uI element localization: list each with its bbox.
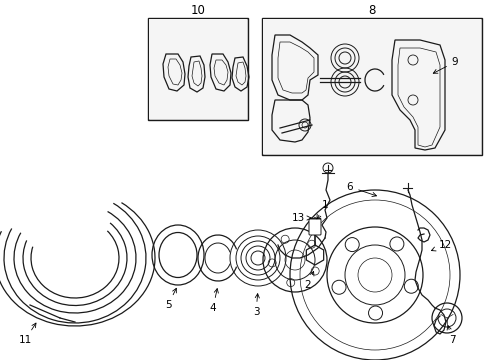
Text: 10: 10 [190,4,205,17]
Text: 4: 4 [209,289,218,313]
Text: 8: 8 [367,4,375,17]
Text: 3: 3 [252,294,259,317]
Text: 6: 6 [346,182,376,197]
FancyBboxPatch shape [148,18,247,120]
Text: 2: 2 [304,271,313,290]
FancyBboxPatch shape [262,18,481,155]
Text: 5: 5 [164,288,176,310]
FancyBboxPatch shape [308,219,320,235]
Text: 1: 1 [316,200,327,219]
FancyBboxPatch shape [263,19,480,154]
Text: 13: 13 [291,213,310,223]
FancyBboxPatch shape [149,19,246,119]
Text: 7: 7 [446,325,454,345]
Text: 11: 11 [19,323,36,345]
Text: 9: 9 [432,57,457,73]
Text: 12: 12 [430,240,451,251]
